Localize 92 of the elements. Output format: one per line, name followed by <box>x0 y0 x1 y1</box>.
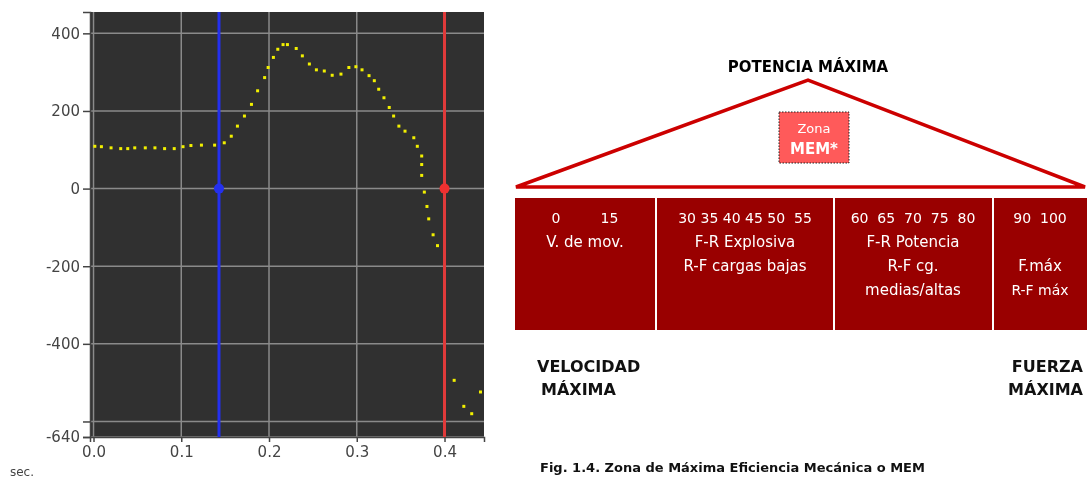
x-tick-label: 0.1 <box>169 442 194 461</box>
point <box>163 147 167 151</box>
text: F.máx <box>1018 257 1062 275</box>
point <box>153 146 157 150</box>
point <box>222 141 226 145</box>
point <box>382 96 386 100</box>
point <box>420 163 424 167</box>
point <box>266 66 270 69</box>
text: MEM* <box>790 140 839 158</box>
point <box>403 129 407 133</box>
point <box>294 46 298 50</box>
point <box>322 69 326 73</box>
x-tick-label: 0.0 <box>82 442 106 461</box>
point <box>242 114 246 118</box>
point <box>181 145 185 149</box>
point <box>109 146 113 150</box>
point <box>189 144 193 148</box>
text: VELOCIDAD <box>537 357 641 376</box>
text: F-R Potencia <box>866 233 960 251</box>
point <box>462 404 466 408</box>
point <box>377 87 381 91</box>
point <box>420 154 424 158</box>
x-tick-label: 0.2 <box>257 442 282 461</box>
point <box>354 65 358 69</box>
text: 90 100 <box>1013 210 1067 226</box>
point <box>119 147 123 151</box>
point <box>425 204 429 208</box>
caption: Fig. 1.4. Zona de Máxima Eficiencia Mecánica o MEM <box>540 460 925 475</box>
point <box>143 146 147 150</box>
point <box>347 66 351 69</box>
point <box>360 68 364 72</box>
point <box>330 73 334 77</box>
point <box>339 72 343 76</box>
point <box>235 124 239 128</box>
point <box>276 47 280 51</box>
text: POTENCIA MÁXIMA <box>727 57 889 76</box>
point <box>439 183 450 194</box>
point <box>213 143 217 147</box>
point <box>271 55 275 59</box>
text: FUERZA <box>1011 357 1084 376</box>
point <box>307 62 311 66</box>
point <box>126 147 130 151</box>
point <box>452 378 456 382</box>
point <box>470 412 474 416</box>
text: MÁXIMA <box>541 380 617 399</box>
y-tick-label: 400 <box>51 24 80 43</box>
point <box>281 43 285 47</box>
point <box>314 68 318 72</box>
x-tick-label: 0.4 <box>433 442 457 461</box>
point <box>249 102 253 106</box>
text: MÁXIMA <box>1008 380 1084 399</box>
y-tick-label: -640 <box>45 428 80 447</box>
text: V. de mov. <box>546 233 624 251</box>
point <box>213 183 224 194</box>
point <box>415 144 419 148</box>
x-tick-label: 0.3 <box>345 442 370 461</box>
text: R-F máx <box>1011 282 1069 298</box>
text: 60 65 70 75 80 <box>850 210 976 226</box>
point <box>263 76 267 80</box>
x-axis-title: sec. <box>9 465 35 479</box>
point <box>199 143 203 147</box>
y-tick-label: -200 <box>45 257 80 276</box>
point <box>427 217 431 221</box>
text: Zona <box>797 121 831 136</box>
text: 0 15 <box>551 210 619 226</box>
point <box>172 147 176 151</box>
point <box>133 146 137 150</box>
point <box>435 244 439 248</box>
point <box>372 79 376 83</box>
point <box>412 136 416 140</box>
point <box>367 74 371 78</box>
point <box>256 89 260 93</box>
point <box>478 390 482 394</box>
point <box>99 145 103 149</box>
text: R-F cargas bajas <box>683 257 807 275</box>
point <box>392 114 396 118</box>
point <box>420 173 424 177</box>
text: F-R Explosiva <box>694 233 796 251</box>
text: medias/altas <box>865 281 962 299</box>
point <box>431 233 435 237</box>
point <box>285 43 289 47</box>
text: 30 35 40 45 50 55 <box>678 210 812 226</box>
point <box>387 105 391 109</box>
text: R-F cg. <box>887 257 939 275</box>
y-tick-label: 200 <box>51 102 80 121</box>
point <box>300 54 304 58</box>
point <box>93 144 97 148</box>
point <box>229 134 233 138</box>
y-tick-label: 0 <box>70 179 80 198</box>
point <box>422 190 426 194</box>
y-tick-label: -400 <box>45 335 80 354</box>
point <box>397 124 401 128</box>
